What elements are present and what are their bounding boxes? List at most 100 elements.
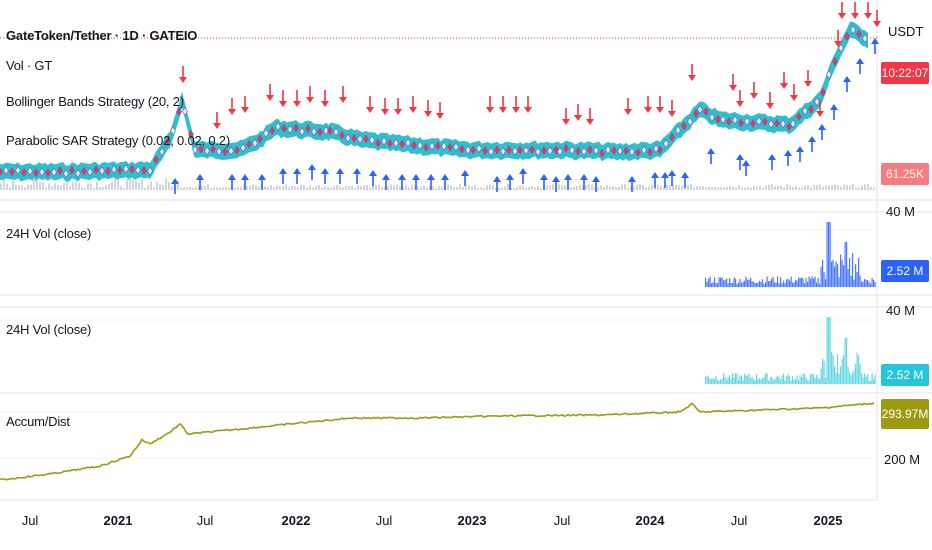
volume-bar	[741, 187, 743, 190]
volume-bar	[813, 184, 815, 190]
volume-bar	[639, 184, 641, 190]
volume-bar	[822, 259, 824, 287]
sell-arrow-head	[736, 101, 744, 107]
volume-bar	[820, 368, 822, 384]
volume-bar	[825, 279, 827, 287]
volume-bar	[714, 187, 716, 190]
volume-bar	[207, 184, 209, 190]
volume-bar	[507, 184, 509, 190]
ad-pane-title[interactable]: Accum/Dist	[6, 414, 70, 429]
candle-marker	[459, 144, 465, 154]
candle-marker	[629, 147, 635, 157]
volume-bar	[853, 279, 855, 287]
candle-marker	[647, 147, 653, 157]
indicator-parabolic-sar[interactable]: Parabolic SAR Strategy (0.02, 0.02, 0.2)	[6, 133, 230, 148]
volume-bar	[75, 181, 77, 190]
candle-marker	[228, 146, 234, 156]
candle-marker	[506, 145, 512, 155]
candle-marker	[3, 165, 9, 176]
candle-marker	[351, 133, 357, 143]
sell-arrow-head	[864, 13, 872, 19]
currency-label[interactable]: USDT	[888, 24, 924, 39]
volume-bar	[852, 252, 854, 287]
volume-bar	[871, 277, 873, 287]
volume-bar	[696, 186, 698, 190]
volume-bar	[708, 376, 710, 384]
volume-bar	[766, 276, 768, 287]
volume-bar	[408, 187, 410, 190]
volume-bar	[757, 282, 759, 287]
vol-pane-1-title[interactable]: 24H Vol (close)	[6, 226, 92, 241]
volume-bar	[276, 185, 278, 190]
candle-marker	[417, 140, 423, 150]
volume-bar	[195, 186, 197, 190]
candle-marker	[657, 145, 663, 155]
symbol-title[interactable]: GateToken/Tether · 1D · GATEIO	[6, 28, 198, 43]
volume-bar	[345, 186, 347, 190]
accum-dist-line	[0, 402, 875, 481]
volume-bar	[336, 185, 338, 190]
volume-bar	[801, 187, 803, 190]
volume-bar	[120, 186, 122, 190]
volume-bar	[766, 373, 768, 384]
candle-marker	[750, 119, 756, 129]
vol-pane-2-title[interactable]: 24H Vol (close)	[6, 322, 92, 337]
volume-bar	[585, 184, 587, 190]
candle-marker	[687, 117, 693, 127]
volume-bar	[792, 187, 794, 190]
volume-bar	[642, 184, 644, 190]
volume-bar	[742, 380, 744, 384]
candle-marker	[192, 145, 198, 155]
volume-bar	[780, 277, 782, 287]
price-series	[0, 21, 875, 190]
volume-bar	[747, 187, 749, 190]
volume-bar	[837, 185, 839, 190]
volume-bar	[718, 277, 720, 287]
volume-bar	[294, 186, 296, 190]
candle-marker	[210, 144, 216, 154]
volume-bar	[757, 379, 759, 384]
buy-arrow-head	[196, 174, 204, 180]
volume-bar	[81, 187, 83, 190]
volume-bar	[745, 276, 747, 287]
buy-arrow-head	[651, 172, 659, 178]
volume-bar	[537, 186, 539, 190]
candle-marker	[281, 123, 287, 134]
volume-bar	[45, 187, 47, 190]
candle-marker	[135, 165, 141, 175]
volume-bar	[756, 283, 758, 287]
volume-bar	[600, 185, 602, 190]
sell-arrow-head	[766, 103, 774, 109]
volume-bar	[714, 277, 716, 287]
indicator-bollinger[interactable]: Bollinger Bands Strategy (20, 2)	[6, 94, 184, 109]
volume-bar	[754, 380, 756, 384]
volume-bar	[867, 184, 869, 190]
volume-bar	[841, 260, 843, 287]
volume-bar	[813, 374, 815, 384]
sell-arrow-head	[394, 109, 402, 115]
volume-bar	[855, 363, 857, 384]
candle-marker	[387, 138, 393, 149]
volume-bar	[847, 268, 849, 287]
volume-bar	[144, 187, 146, 190]
volume-bar	[582, 185, 584, 190]
buy-arrow-head	[830, 104, 838, 110]
volume-bar	[810, 278, 812, 287]
indicator-vol[interactable]: Vol · GT	[6, 58, 53, 73]
volume-bar	[447, 184, 449, 190]
volume-bar	[727, 283, 729, 287]
volume-bar	[321, 187, 323, 190]
volume-bar	[804, 283, 806, 287]
sell-arrow-head	[750, 93, 758, 99]
volume-bar	[759, 185, 761, 190]
countdown-tag: 10:22:07	[881, 62, 929, 84]
volume-bar	[288, 187, 290, 190]
volume-bar	[36, 179, 38, 190]
volume-bar	[831, 261, 833, 287]
candle-marker	[311, 127, 317, 137]
volume-bar	[811, 276, 813, 287]
volume-bar	[384, 186, 386, 190]
candle-marker	[441, 141, 447, 151]
